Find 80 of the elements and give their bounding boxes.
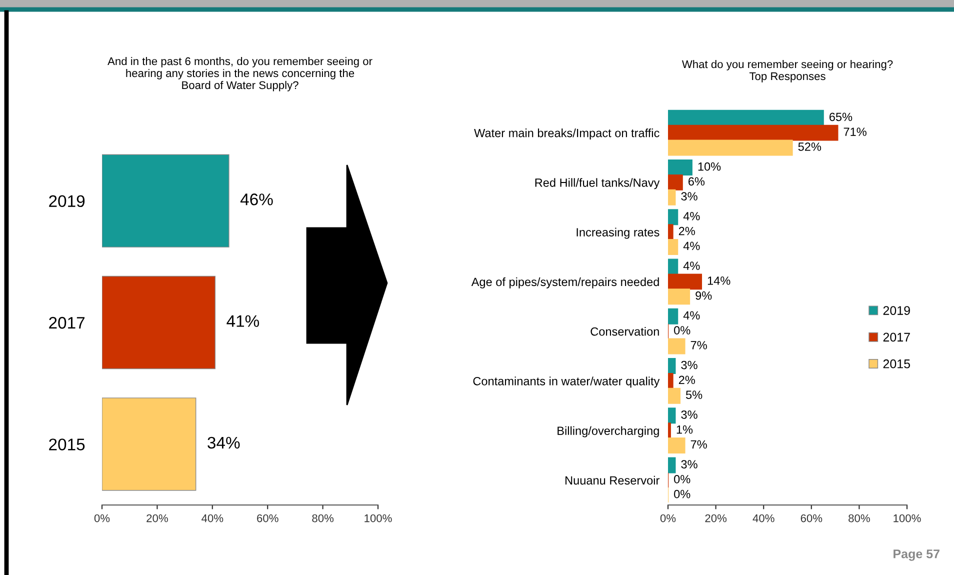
data-label: 2% bbox=[678, 376, 695, 384]
data-label: 7% bbox=[690, 440, 707, 449]
bar bbox=[668, 209, 678, 226]
x-tick-label: 20% bbox=[705, 514, 727, 522]
data-label: 3% bbox=[681, 460, 698, 468]
x-tick-label: 60% bbox=[800, 514, 822, 522]
data-label: 0% bbox=[674, 326, 690, 334]
bar bbox=[668, 258, 678, 275]
y-tick-label: Nuuanu Reservoir bbox=[565, 476, 660, 485]
data-label: 3% bbox=[681, 360, 698, 370]
x-tick-label: 20% bbox=[146, 514, 168, 522]
legend-label: 2015 bbox=[883, 359, 910, 368]
bar bbox=[668, 140, 793, 156]
data-label: 1% bbox=[676, 425, 693, 434]
data-label: 0% bbox=[674, 474, 690, 484]
bar bbox=[668, 110, 824, 126]
bar bbox=[668, 308, 678, 324]
bar bbox=[668, 388, 681, 404]
x-tick-label: 40% bbox=[202, 514, 224, 522]
data-label: 3% bbox=[681, 410, 698, 419]
bar bbox=[668, 238, 678, 255]
y-tick-label: Increasing rates bbox=[576, 228, 660, 239]
y-tick-label: Water main breaks/Impact on traffic bbox=[474, 128, 660, 140]
data-label: 34% bbox=[208, 436, 240, 449]
legend-label: 2017 bbox=[883, 332, 910, 342]
data-label: 46% bbox=[240, 194, 273, 206]
legend-label: 2019 bbox=[883, 306, 910, 315]
bar bbox=[668, 372, 674, 389]
y-tick-label: Conservation bbox=[590, 327, 659, 336]
chart-title: What do you remember seeing or hearing? Top Responses bbox=[682, 60, 893, 82]
data-label: 9% bbox=[696, 291, 712, 300]
data-label: 41% bbox=[226, 315, 260, 327]
y-tick-label: 2017 bbox=[49, 316, 84, 329]
x-tick-label: 0% bbox=[660, 514, 676, 522]
bar bbox=[668, 224, 674, 240]
bar bbox=[668, 422, 671, 439]
bar bbox=[668, 160, 692, 176]
x-tick-label: 80% bbox=[848, 514, 870, 522]
text: Page 57 bbox=[894, 550, 940, 561]
bar bbox=[102, 398, 196, 491]
x-tick-label: 40% bbox=[752, 514, 774, 522]
bar bbox=[668, 457, 676, 474]
y-tick-label: Billing/overcharging bbox=[558, 426, 659, 438]
data-label: 4% bbox=[683, 262, 700, 270]
bar bbox=[668, 437, 686, 454]
bar bbox=[668, 189, 676, 206]
data-label: 7% bbox=[690, 341, 707, 350]
bar bbox=[668, 124, 838, 141]
y-tick-label: Red Hill/fuel tanks/Navy bbox=[535, 178, 660, 190]
bar bbox=[102, 154, 230, 248]
x-tick-label: 0% bbox=[94, 514, 110, 522]
bar bbox=[668, 274, 702, 290]
y-tick-label: Age of pipes/system/repairs needed bbox=[471, 277, 659, 288]
data-label: 4% bbox=[683, 242, 700, 250]
bar bbox=[668, 408, 676, 424]
data-label: 2% bbox=[678, 226, 695, 236]
data-label: 10% bbox=[698, 162, 721, 171]
data-label: 6% bbox=[688, 177, 705, 186]
x-tick-label: 80% bbox=[312, 514, 334, 522]
data-label: 52% bbox=[798, 142, 822, 151]
data-label: 5% bbox=[686, 390, 702, 399]
x-tick-label: 100% bbox=[894, 514, 921, 522]
y-tick-label: Contaminants in water/water quality bbox=[473, 376, 660, 388]
y-tick-label: 2019 bbox=[49, 195, 85, 208]
x-tick-label: 100% bbox=[364, 514, 392, 522]
data-label: 65% bbox=[830, 112, 852, 122]
data-label: 4% bbox=[683, 311, 700, 320]
data-label: 4% bbox=[683, 212, 700, 220]
data-label: 14% bbox=[708, 276, 730, 285]
bar bbox=[668, 174, 683, 190]
data-label: 3% bbox=[681, 192, 698, 200]
data-label: 0% bbox=[674, 490, 690, 498]
bar bbox=[668, 338, 686, 354]
bar bbox=[668, 288, 690, 305]
data-label: 71% bbox=[844, 128, 866, 136]
bar bbox=[102, 276, 216, 370]
bar bbox=[668, 358, 676, 374]
y-tick-label: 2015 bbox=[49, 438, 85, 450]
x-tick-label: 60% bbox=[257, 514, 278, 522]
chart-title: And in the past 6 months, do you remember seeing or hearing any stories in the news concerning the Board of Water Supply? bbox=[108, 57, 372, 92]
